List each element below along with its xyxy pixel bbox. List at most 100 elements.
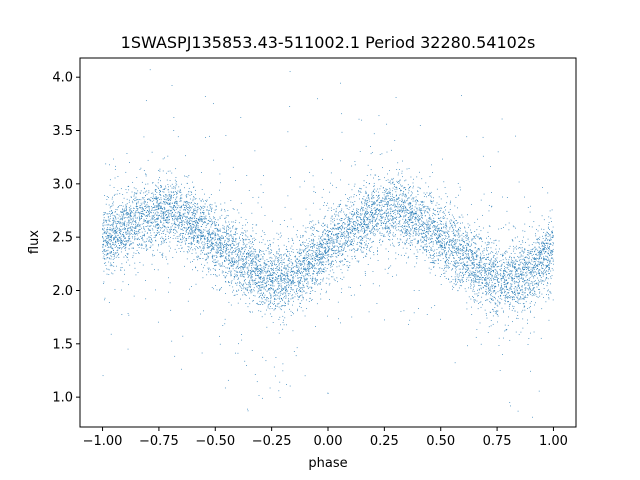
data-point bbox=[208, 267, 210, 269]
data-point bbox=[369, 221, 371, 223]
data-point bbox=[468, 264, 470, 266]
data-point bbox=[110, 213, 112, 215]
data-point bbox=[452, 240, 454, 242]
data-point bbox=[374, 203, 376, 205]
data-point bbox=[486, 268, 488, 269]
data-point bbox=[269, 277, 271, 279]
data-point bbox=[432, 230, 434, 232]
data-point bbox=[190, 219, 192, 221]
data-point bbox=[106, 273, 108, 275]
data-point bbox=[345, 243, 347, 245]
data-point bbox=[380, 244, 382, 246]
data-point bbox=[193, 229, 195, 231]
data-point bbox=[191, 207, 192, 209]
data-point bbox=[479, 260, 481, 262]
data-point bbox=[338, 242, 340, 244]
data-point bbox=[516, 269, 518, 271]
data-point bbox=[219, 189, 220, 191]
data-point bbox=[193, 237, 195, 238]
data-point bbox=[486, 282, 488, 284]
data-point bbox=[176, 230, 177, 232]
data-point bbox=[235, 234, 236, 236]
data-point bbox=[398, 198, 400, 199]
data-point bbox=[238, 257, 240, 259]
data-point bbox=[145, 215, 147, 217]
data-point bbox=[430, 201, 432, 203]
data-point bbox=[188, 236, 190, 237]
data-point bbox=[239, 239, 241, 241]
data-point bbox=[377, 230, 378, 232]
data-point bbox=[263, 253, 265, 254]
data-point bbox=[504, 297, 506, 298]
data-point bbox=[332, 231, 334, 233]
data-point bbox=[316, 248, 318, 249]
data-point bbox=[335, 211, 337, 213]
data-point bbox=[348, 183, 350, 185]
data-point bbox=[117, 238, 119, 240]
data-point bbox=[362, 210, 364, 212]
data-point bbox=[230, 275, 232, 277]
data-point bbox=[331, 210, 332, 211]
data-point bbox=[385, 248, 387, 250]
data-point bbox=[550, 249, 552, 251]
data-point bbox=[392, 177, 394, 179]
data-point bbox=[252, 281, 254, 283]
data-point bbox=[337, 252, 339, 253]
data-point bbox=[441, 242, 443, 244]
data-point bbox=[352, 222, 354, 223]
data-point bbox=[310, 227, 312, 229]
data-point bbox=[250, 277, 252, 278]
data-point bbox=[429, 209, 430, 210]
data-point bbox=[335, 245, 337, 247]
data-point bbox=[360, 192, 362, 193]
data-point bbox=[433, 225, 435, 226]
data-point bbox=[135, 200, 137, 201]
data-point bbox=[344, 244, 346, 246]
data-point bbox=[506, 197, 508, 198]
data-point bbox=[250, 286, 251, 288]
data-point bbox=[261, 286, 263, 288]
data-point bbox=[267, 307, 269, 309]
data-point bbox=[125, 189, 127, 190]
data-point bbox=[359, 190, 361, 192]
data-point bbox=[462, 239, 464, 240]
data-point bbox=[326, 235, 328, 237]
data-point bbox=[261, 287, 263, 288]
data-point bbox=[285, 268, 287, 270]
data-point bbox=[492, 266, 494, 268]
data-point bbox=[393, 204, 395, 205]
data-point bbox=[189, 194, 191, 196]
data-point bbox=[226, 229, 228, 231]
data-point bbox=[385, 212, 387, 214]
data-point bbox=[267, 280, 269, 282]
data-point bbox=[423, 232, 425, 234]
data-point bbox=[160, 180, 161, 182]
data-point bbox=[250, 311, 251, 313]
data-point bbox=[471, 306, 472, 308]
data-point bbox=[216, 242, 217, 244]
data-point bbox=[320, 256, 322, 258]
data-point bbox=[266, 281, 267, 283]
data-point bbox=[314, 246, 315, 248]
data-point bbox=[141, 231, 143, 233]
data-point bbox=[133, 228, 135, 229]
data-point bbox=[129, 217, 131, 219]
data-point bbox=[267, 240, 269, 242]
data-point bbox=[526, 254, 528, 255]
data-point bbox=[358, 216, 360, 218]
data-point bbox=[297, 310, 298, 312]
data-point bbox=[108, 220, 110, 222]
data-point bbox=[121, 314, 123, 315]
data-point bbox=[297, 278, 299, 279]
data-point bbox=[176, 203, 178, 205]
data-point bbox=[488, 283, 490, 285]
data-point bbox=[453, 233, 455, 234]
data-point bbox=[547, 252, 549, 254]
data-point bbox=[377, 222, 378, 224]
data-point bbox=[102, 247, 104, 249]
data-point bbox=[278, 261, 279, 263]
data-point bbox=[113, 265, 115, 267]
data-point bbox=[376, 209, 378, 210]
data-point bbox=[475, 242, 476, 244]
data-point bbox=[253, 237, 255, 239]
